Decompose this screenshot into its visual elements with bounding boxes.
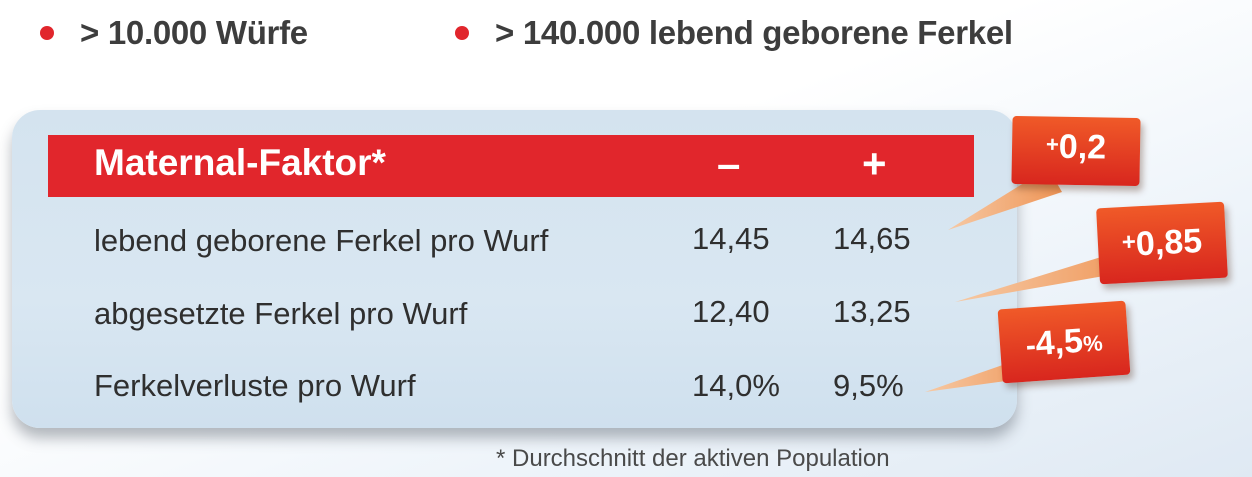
- footnote: * Durchschnitt der aktiven Population: [496, 445, 890, 472]
- row-value-plus: 14,65: [833, 221, 911, 256]
- bullet-item-1: > 10.000 Würfe: [40, 8, 308, 58]
- row-label: abgesetzte Ferkel pro Wurf: [94, 296, 468, 331]
- row-value-plus: 13,25: [833, 294, 911, 329]
- bullet-dot-icon: [40, 26, 54, 40]
- delta-badge-3: -4,5%: [997, 300, 1131, 384]
- row-label: lebend geborene Ferkel pro Wurf: [94, 223, 549, 258]
- table-header-bar: [48, 135, 974, 197]
- row-value-minus: 12,40: [692, 294, 770, 329]
- table-title: Maternal-Faktor*: [94, 142, 386, 183]
- bullet-text: > 140.000 lebend geborene Ferkel: [495, 14, 1013, 51]
- row-label: Ferkelverluste pro Wurf: [94, 368, 416, 403]
- row-value-plus: 9,5%: [833, 368, 904, 403]
- column-header-minus: –: [717, 140, 741, 187]
- delta-badge-1: +0,2: [1011, 115, 1141, 187]
- row-value-minus: 14,45: [692, 221, 770, 256]
- row-value-minus: 14,0%: [692, 368, 780, 403]
- column-header-plus: +: [862, 140, 887, 187]
- delta-badge-2: +0,85: [1096, 201, 1228, 285]
- bullet-dot-icon: [455, 26, 469, 40]
- bullet-text: > 10.000 Würfe: [80, 14, 308, 51]
- bullet-item-2: > 140.000 lebend geborene Ferkel: [455, 8, 1013, 58]
